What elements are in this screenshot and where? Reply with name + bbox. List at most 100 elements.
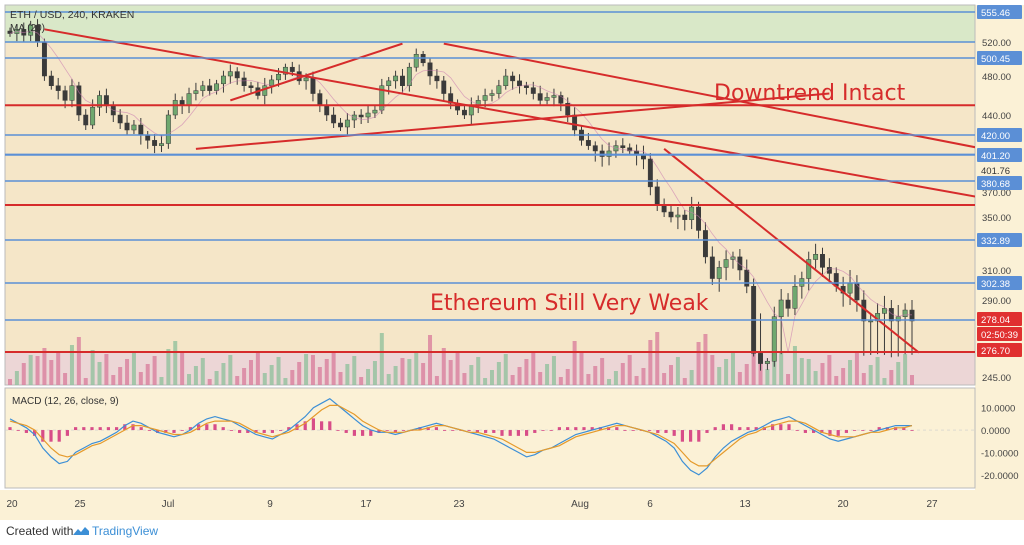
volume-bar xyxy=(200,358,205,385)
candle-body xyxy=(523,85,529,88)
candle-body xyxy=(227,71,233,77)
volume-bar xyxy=(310,355,315,385)
ma-label: MA (20) xyxy=(10,23,45,34)
volume-bar xyxy=(345,364,350,385)
volume-bar xyxy=(386,374,391,385)
volume-bar xyxy=(786,374,791,385)
macd-histogram-bar xyxy=(697,430,701,442)
macd-histogram-bar xyxy=(828,430,832,436)
volume-bar xyxy=(579,353,584,385)
macd-histogram-bar xyxy=(74,427,78,431)
volume-bar xyxy=(696,342,701,385)
volume-bar xyxy=(551,356,556,385)
macd-histogram-bar xyxy=(672,430,676,436)
macd-histogram-bar xyxy=(106,427,110,431)
volume-bar xyxy=(83,378,88,385)
volume-bar xyxy=(627,355,632,385)
price-level-badge xyxy=(977,51,1022,65)
candle-body xyxy=(441,80,447,94)
macd-histogram-bar xyxy=(623,430,627,431)
macd-tick-label: 10.0000 xyxy=(981,404,1015,415)
macd-histogram-bar xyxy=(902,427,906,431)
macd-histogram-bar xyxy=(779,424,783,431)
volume-bar xyxy=(489,370,494,385)
chart-title: ETH / USD, 240, KRAKEN xyxy=(10,9,134,21)
macd-histogram-bar xyxy=(418,427,422,431)
macd-histogram-bar xyxy=(328,421,332,431)
volume-bar xyxy=(730,351,735,385)
volume-bar xyxy=(662,373,667,385)
candle-body xyxy=(331,114,337,124)
candle-body xyxy=(138,124,144,136)
volume-bar xyxy=(572,341,577,385)
volume-bar xyxy=(744,364,749,385)
volume-bar xyxy=(655,332,660,385)
macd-histogram-bar xyxy=(648,430,652,431)
volume-bar xyxy=(35,356,40,385)
volume-bar xyxy=(613,371,618,385)
candle-body xyxy=(647,158,653,188)
macd-histogram-bar xyxy=(754,427,758,431)
volume-bar xyxy=(675,357,680,385)
x-tick-label: 6 xyxy=(647,499,653,510)
macd-histogram-bar xyxy=(402,430,406,431)
candle-body xyxy=(592,145,598,152)
x-tick-label: 27 xyxy=(926,499,938,510)
macd-histogram-bar xyxy=(492,430,496,433)
macd-histogram-bar xyxy=(246,430,250,433)
macd-label: MACD (12, 26, close, 9) xyxy=(12,396,119,407)
macd-histogram-bar xyxy=(443,430,447,431)
time-axis-background xyxy=(0,490,1024,520)
candle-body xyxy=(572,114,578,131)
macd-histogram-bar xyxy=(894,427,898,431)
macd-histogram-bar xyxy=(910,430,914,431)
macd-histogram-bar xyxy=(795,430,799,431)
candle-body xyxy=(461,109,467,116)
volume-bar xyxy=(228,355,233,385)
candle-body xyxy=(778,299,784,317)
price-level-badge xyxy=(977,128,1022,142)
macd-histogram-bar xyxy=(139,427,143,431)
macd-histogram-bar xyxy=(680,430,684,442)
volume-bar xyxy=(882,378,887,385)
volume-bar xyxy=(28,355,33,385)
tradingview-link[interactable]: TradingView xyxy=(92,524,159,538)
volume-bar xyxy=(56,352,61,385)
volume-bar xyxy=(669,365,674,385)
volume-bars xyxy=(8,332,914,385)
volume-bar xyxy=(379,333,384,385)
macd-histogram-bar xyxy=(557,427,561,431)
macd-histogram-bar xyxy=(549,430,553,431)
macd-histogram-bar xyxy=(434,427,438,431)
candle-body xyxy=(682,214,688,220)
volume-bar xyxy=(483,378,488,385)
volume-bar xyxy=(607,379,612,385)
volume-bar xyxy=(524,359,529,385)
volume-bar xyxy=(861,373,866,385)
x-tick-label: 20 xyxy=(837,499,849,510)
volume-bar xyxy=(193,366,198,385)
axis-background xyxy=(975,5,1024,495)
candle-body xyxy=(358,114,364,118)
volume-bar xyxy=(531,351,536,385)
candle-body xyxy=(48,75,54,86)
volume-bar xyxy=(49,360,54,385)
ma-line xyxy=(9,30,912,353)
volume-bar xyxy=(366,369,371,385)
y-tick-label: 310.00 xyxy=(982,266,1011,277)
volume-bar xyxy=(758,357,763,385)
candle-body xyxy=(510,75,516,82)
macd-histogram-bar xyxy=(484,430,488,433)
volume-bar xyxy=(496,362,501,385)
macd-histogram-bar xyxy=(172,430,176,433)
volume-bar xyxy=(42,348,47,385)
macd-histogram-bar xyxy=(631,430,635,431)
volume-bar xyxy=(710,355,715,385)
candle-body xyxy=(165,114,171,144)
volume-bar xyxy=(338,372,343,385)
macd-histogram-bar xyxy=(861,430,865,431)
candle-body xyxy=(386,80,392,86)
volume-bar xyxy=(207,379,212,385)
candle-body xyxy=(758,353,763,364)
volume-bar xyxy=(21,363,26,385)
